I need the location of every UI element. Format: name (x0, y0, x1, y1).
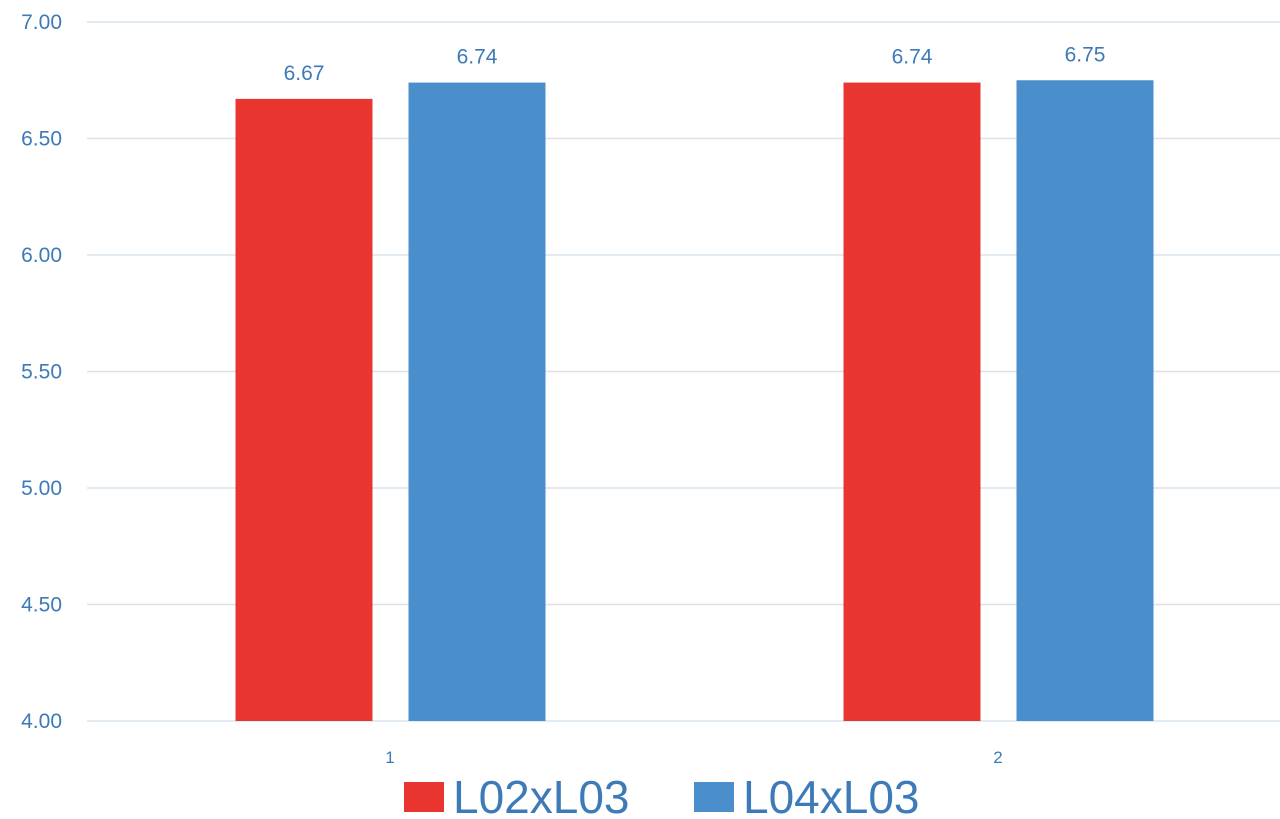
y-tick-label: 4.50 (21, 594, 62, 617)
x-category-label: 2 (993, 748, 1002, 767)
data-label: 6.67 (284, 62, 325, 85)
data-label: 6.75 (1065, 43, 1106, 66)
y-tick-label: 5.00 (21, 477, 62, 500)
y-tick-label: 6.00 (21, 244, 62, 267)
legend-label: L02xL03 (453, 771, 630, 819)
y-tick-label: 4.00 (21, 710, 62, 733)
legend-swatch-icon (694, 782, 734, 812)
data-label: 6.74 (892, 46, 933, 69)
bar-L02xL03-2 (843, 82, 981, 721)
data-labels: 6.67 6.74 6.74 6.75 (284, 43, 1106, 85)
bar-L04xL03-1 (408, 82, 546, 721)
y-tick-label: 5.50 (21, 361, 62, 384)
bar-L04xL03-2 (1016, 80, 1154, 721)
y-tick-label: 7.00 (21, 11, 62, 34)
legend-swatch-icon (404, 782, 444, 812)
x-category-label: 1 (385, 748, 394, 767)
bar-L02xL03-1 (235, 98, 373, 721)
y-tick-label: 6.50 (21, 128, 62, 151)
bars (235, 80, 1154, 721)
y-axis-tick-labels: 4.00 4.50 5.00 5.50 6.00 6.50 7.00 (21, 11, 62, 733)
data-label: 6.74 (457, 46, 498, 69)
legend-label: L04xL03 (743, 771, 920, 819)
legend: L02xL03 L04xL03 (404, 771, 920, 819)
